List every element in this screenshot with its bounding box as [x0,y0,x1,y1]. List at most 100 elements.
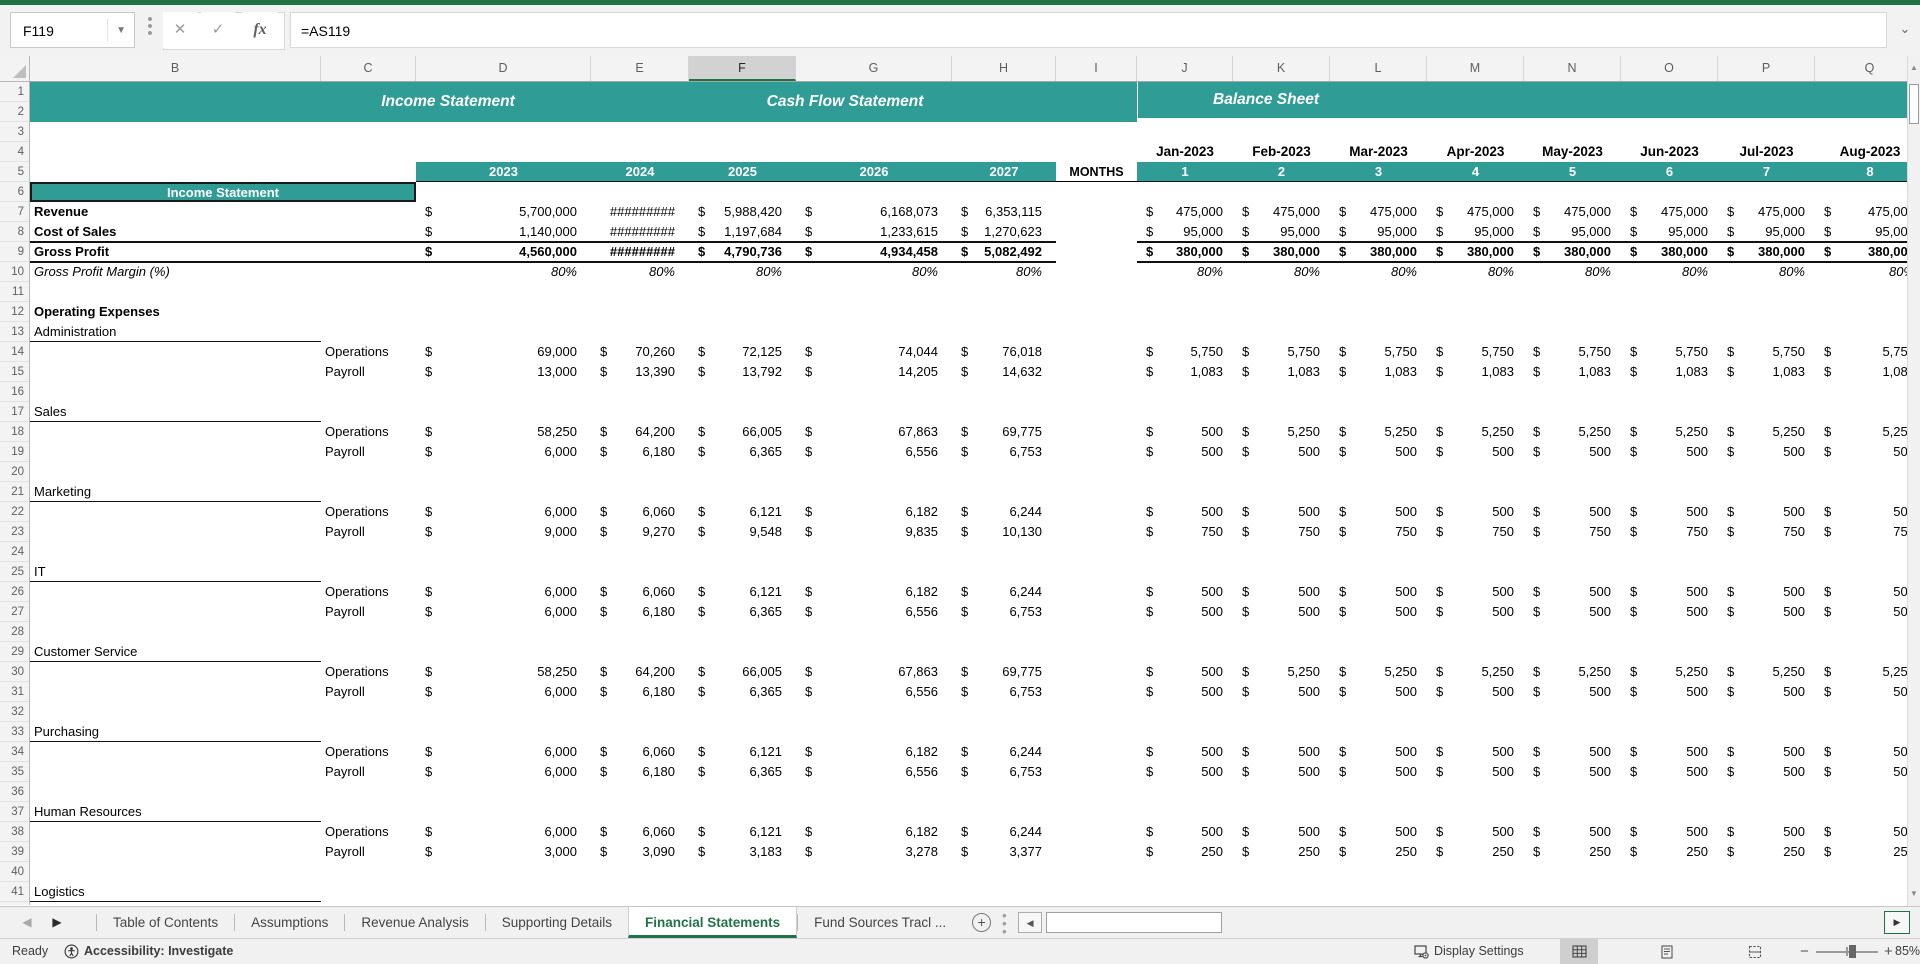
month-number-8[interactable]: 8 [1866,164,1874,179]
cell-M[interactable]: $95,000 [1436,224,1514,239]
cell-B41[interactable]: Logistics [30,882,321,902]
cell-D[interactable]: $3,000 [425,844,577,859]
view-page-break-button[interactable] [1736,939,1774,964]
months-label[interactable]: MONTHS [1056,162,1137,182]
cell-N[interactable]: $500 [1533,604,1611,619]
cell-N[interactable]: $500 [1533,444,1611,459]
cell-N[interactable]: $95,000 [1533,224,1611,239]
year-header-2025[interactable]: 2025 [728,164,757,179]
cell-J[interactable]: $500 [1146,764,1223,779]
cell-P[interactable]: $750 [1727,524,1805,539]
cell-H[interactable]: $6,753 [961,764,1042,779]
cell-P[interactable]: $95,000 [1727,224,1805,239]
col-header-I[interactable]: I [1056,56,1137,81]
cell-G[interactable]: $6,556 [805,444,938,459]
sheet-tab-fund-sources-tracl[interactable]: Fund Sources Tracl ... [814,915,947,930]
cell-F[interactable]: $6,121 [698,744,782,759]
cell-L[interactable]: $500 [1339,504,1417,519]
cell-M[interactable]: $500 [1436,444,1514,459]
cell-G[interactable]: $4,934,458 [805,244,938,259]
cell-B7[interactable]: Revenue [34,204,89,219]
cell-P[interactable]: $5,250 [1727,664,1805,679]
row-header-7[interactable]: 7 [0,202,29,222]
cell-N[interactable]: $500 [1533,584,1611,599]
cell-J[interactable]: $500 [1146,444,1223,459]
cell-H[interactable]: $6,753 [961,684,1042,699]
row-header-6[interactable]: 6 [0,182,29,202]
cell-O[interactable]: $500 [1630,684,1708,699]
cell-H[interactable]: 80% [1015,264,1042,279]
cell-K[interactable]: $500 [1242,444,1320,459]
cell-F[interactable]: $4,790,736 [698,244,782,259]
cell-D[interactable]: $5,700,000 [425,204,577,219]
cell-P[interactable]: $5,750 [1727,344,1805,359]
cell-G[interactable]: $74,044 [805,344,938,359]
cell-D[interactable]: $6,000 [425,744,577,759]
cell-N[interactable]: $500 [1533,744,1611,759]
cell-F[interactable]: $1,197,684 [698,224,782,239]
cell-L[interactable]: $500 [1339,444,1417,459]
cancel-icon[interactable]: ✕ [163,12,197,48]
row-header-24[interactable]: 24 [0,542,29,562]
cell-C14[interactable]: Operations [325,344,389,359]
cell-J[interactable]: $500 [1146,824,1223,839]
view-normal-button[interactable] [1560,939,1598,964]
cell-J[interactable]: $500 [1146,424,1223,439]
month-number-1[interactable]: 1 [1181,164,1189,179]
cell-E[interactable]: $6,060 [600,504,675,519]
col-header-H[interactable]: H [952,56,1056,81]
name-box[interactable]: F119 ▼ [10,12,135,48]
cell-G[interactable]: $67,863 [805,664,938,679]
cell-Q[interactable]: $5,250 [1824,424,1907,439]
row-header-40[interactable]: 40 [0,862,29,882]
cell-H[interactable]: $69,775 [961,424,1042,439]
scroll-up-icon[interactable]: ▲ [1910,63,1918,72]
cell-J[interactable]: $500 [1146,684,1223,699]
col-header-F[interactable]: F [689,56,796,81]
cell-B17[interactable]: Sales [30,402,321,422]
cell-G[interactable]: $6,182 [805,584,938,599]
cell-E[interactable]: $64,200 [600,664,675,679]
cell-C26[interactable]: Operations [325,584,389,599]
cell-K[interactable]: 80% [1293,264,1320,279]
year-header-2026[interactable]: 2026 [859,164,889,179]
year-header-2023[interactable]: 2023 [489,164,518,179]
row-header-22[interactable]: 22 [0,502,29,522]
cell-E[interactable]: ######### [609,224,675,239]
row-header-3[interactable]: 3 [0,122,29,142]
row-header-39[interactable]: 39 [0,842,29,862]
cell-M[interactable]: $500 [1436,744,1514,759]
new-sheet-icon[interactable]: + [972,913,992,932]
month-number-2[interactable]: 2 [1277,164,1286,179]
row-header-9[interactable]: 9 [0,242,29,262]
row-header-26[interactable]: 26 [0,582,29,602]
cell-O[interactable]: $750 [1630,524,1708,539]
cell-O[interactable]: $475,000 [1630,204,1708,219]
month-name-Mar-2023[interactable]: Mar-2023 [1349,144,1408,159]
col-header-Q[interactable]: Q [1815,56,1907,81]
select-all-corner[interactable] [0,56,30,82]
cell-H[interactable]: $6,244 [961,504,1042,519]
cell-Q[interactable]: $5,750 [1824,344,1907,359]
cell-E[interactable]: ######### [609,204,675,219]
sheet-tab-financial-statements[interactable]: Financial Statements [628,907,798,938]
cell-Q[interactable]: $500 [1824,824,1907,839]
row-header-19[interactable]: 19 [0,442,29,462]
cell-J[interactable]: $500 [1146,604,1223,619]
cell-Q[interactable]: $1,083 [1824,364,1907,379]
cell-K[interactable]: $1,083 [1242,364,1320,379]
income-statement-section-box[interactable]: Income Statement [30,182,416,202]
cell-M[interactable]: $750 [1436,524,1514,539]
cell-P[interactable]: $500 [1727,684,1805,699]
cell-Q[interactable]: $750 [1824,524,1907,539]
sheet-grid[interactable]: Income Statement Cash Flow Statement Balan… [30,82,1907,905]
formula-bar-expand-icon[interactable]: ⌄ [1899,21,1911,36]
col-header-L[interactable]: L [1330,56,1427,81]
cell-D[interactable]: $6,000 [425,824,577,839]
row-header-30[interactable]: 30 [0,662,29,682]
cell-L[interactable]: $475,000 [1339,204,1417,219]
cell-O[interactable]: $380,000 [1630,244,1708,259]
cell-E[interactable]: 80% [648,264,675,279]
row-header-21[interactable]: 21 [0,482,29,502]
cell-D[interactable]: $1,140,000 [425,224,577,239]
